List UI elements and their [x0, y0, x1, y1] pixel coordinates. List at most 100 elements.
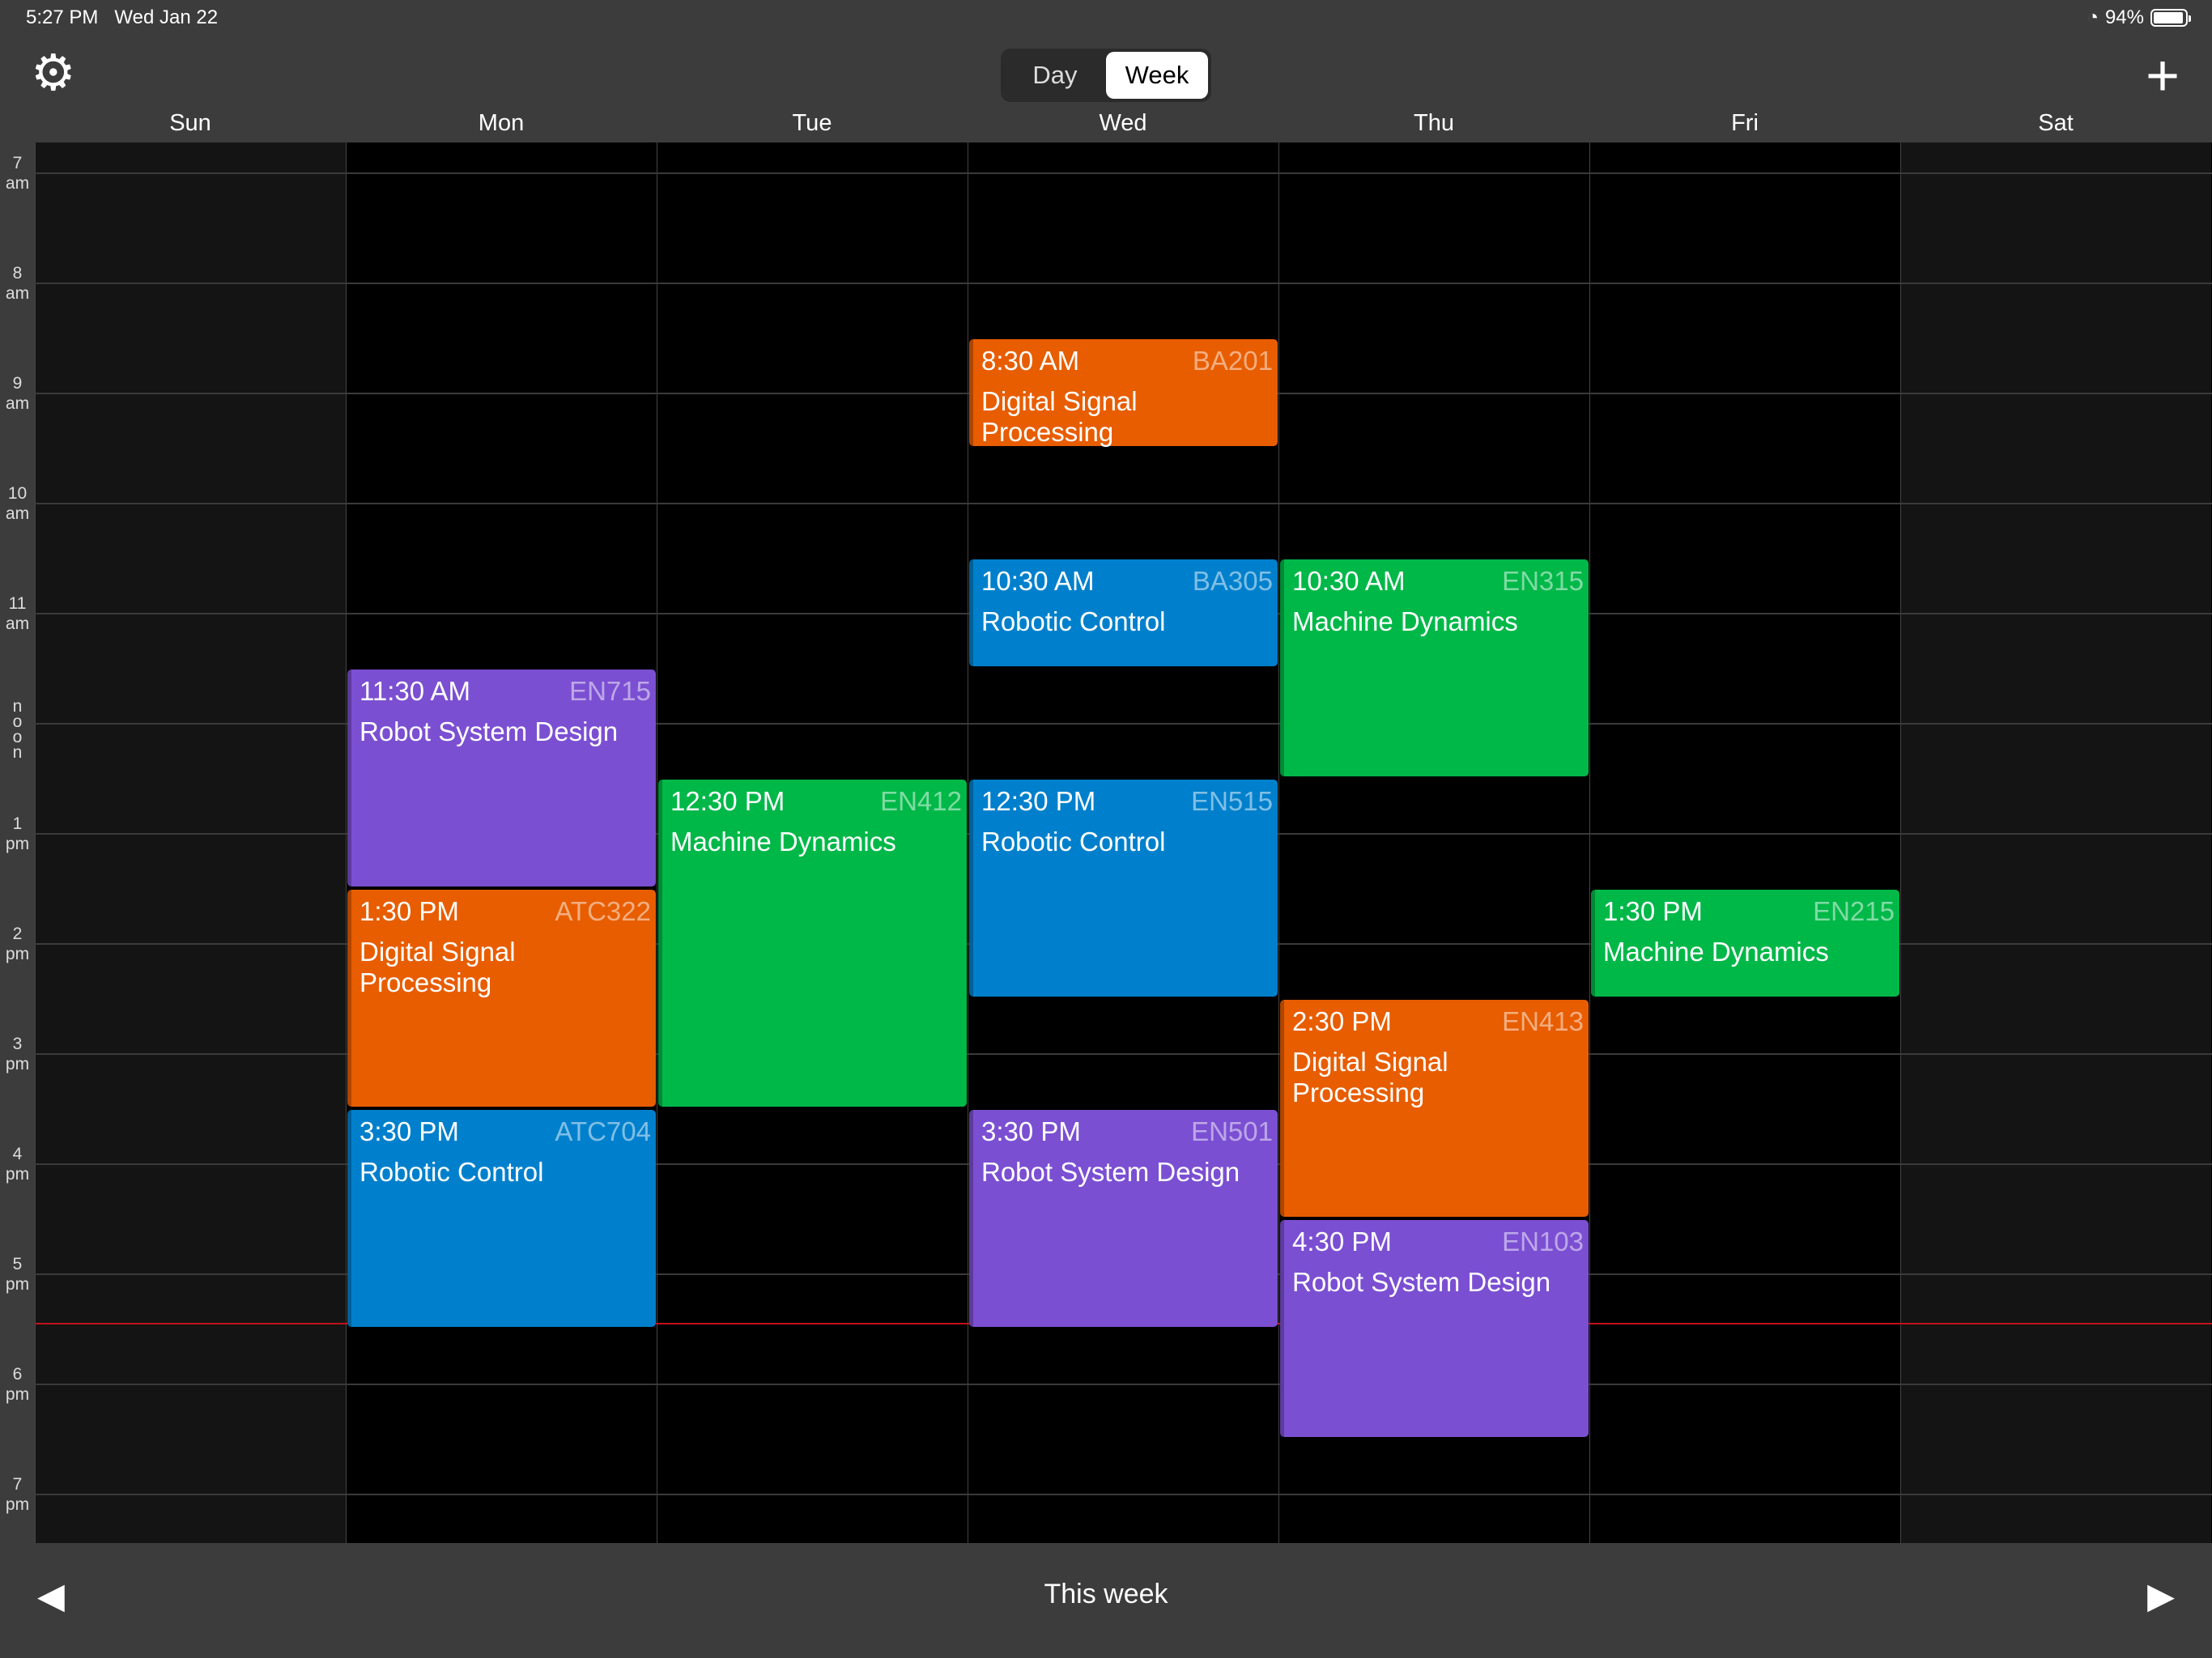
hour-suffix: am [5, 614, 30, 633]
day-column-thu[interactable] [1278, 142, 1589, 1543]
hour-line [35, 723, 2212, 725]
week-grid[interactable]: 8:30 AM BA201 Digital Signal Processing 10:… [35, 142, 2212, 1543]
event-time: 4:30 PM [1292, 1226, 1392, 1256]
event-en715[interactable]: 11:30 AM EN715 Robot System Design [347, 670, 656, 886]
day-header-sat: Sat [2038, 110, 2074, 136]
event-en412[interactable]: 12:30 PM EN412 Machine Dynamics [658, 780, 967, 1107]
hour-suffix: pm [5, 1055, 30, 1073]
event-en501[interactable]: 3:30 PM EN501 Robot System Design [969, 1110, 1278, 1327]
event-room: BA305 [1192, 566, 1273, 596]
event-en215[interactable]: 1:30 PM EN215 Machine Dynamics [1591, 890, 1899, 997]
hour-number: 9 [12, 374, 23, 393]
hour-number: 10 [7, 484, 28, 503]
day-column-mon[interactable] [346, 142, 657, 1543]
day-header-thu: Thu [1414, 110, 1454, 136]
day-header-sun: Sun [169, 110, 211, 136]
gear-icon[interactable]: ⚙ [31, 45, 76, 101]
event-atc704[interactable]: 3:30 PM ATC704 Robotic Control [347, 1110, 656, 1327]
wifi-icon: ◔ [2087, 6, 2099, 28]
status-time: 5:27 PM [26, 6, 99, 28]
event-time: 10:30 AM [981, 566, 1095, 596]
day-column-sun[interactable] [35, 142, 346, 1543]
event-room: EN413 [1502, 1006, 1584, 1036]
event-ba201[interactable]: 8:30 AM BA201 Digital Signal Processing [969, 339, 1278, 447]
event-en413[interactable]: 2:30 PM EN413 Digital Signal Processing [1280, 1000, 1589, 1217]
event-time: 12:30 PM [981, 786, 1096, 816]
week-label: This week [1044, 1579, 1168, 1609]
hour-label: 10 am [0, 483, 35, 524]
event-time: 1:30 PM [1603, 896, 1703, 926]
view-toggle[interactable]: Day Week [1001, 49, 1211, 102]
hour-line [35, 283, 2212, 284]
event-room: EN412 [880, 786, 962, 816]
hour-number: 8 [12, 264, 23, 283]
event-en315[interactable]: 10:30 AM EN315 Machine Dynamics [1280, 559, 1589, 776]
event-room: EN715 [569, 676, 651, 706]
status-indicators: ◔ 94% [2087, 6, 2191, 29]
triangle-right-icon[interactable]: ▶ [2147, 1576, 2175, 1616]
triangle-left-icon[interactable]: ◀ [37, 1576, 65, 1616]
day-column-fri[interactable] [1589, 142, 1900, 1543]
event-title: Machine Dynamics [670, 827, 896, 857]
day-column-wed[interactable] [968, 142, 1278, 1543]
event-title: Digital Signal Processing [1292, 1047, 1448, 1107]
hour-number: 2 [12, 925, 23, 943]
day-header-mon: Mon [478, 110, 525, 136]
event-title: Digital Signal Processing [981, 386, 1138, 447]
day-header-wed: Wed [1099, 110, 1147, 136]
hour-suffix: pm [5, 835, 30, 853]
event-time: 3:30 PM [981, 1116, 1081, 1146]
hour-number: noon [8, 697, 27, 759]
hour-label: 3 pm [0, 1034, 35, 1074]
day-column-tue[interactable] [657, 142, 968, 1543]
event-time: 10:30 AM [1292, 566, 1406, 596]
hour-number: 4 [12, 1145, 23, 1163]
hour-label: 7 pm [0, 1474, 35, 1515]
event-title: Digital Signal Processing [359, 937, 516, 997]
hour-label: 8 am [0, 263, 35, 304]
event-time: 2:30 PM [1292, 1006, 1392, 1036]
event-title: Machine Dynamics [1603, 937, 1829, 967]
tab-week[interactable]: Week [1106, 52, 1208, 99]
event-title: Robot System Design [359, 716, 619, 746]
day-column-sat[interactable] [1900, 142, 2211, 1543]
event-title: Robotic Control [359, 1157, 544, 1187]
event-ba305[interactable]: 10:30 AM BA305 Robotic Control [969, 559, 1278, 666]
status-date: Wed Jan 22 [114, 6, 219, 28]
hour-suffix: am [5, 174, 30, 193]
event-time: 8:30 AM [981, 346, 1080, 376]
event-en515[interactable]: 12:30 PM EN515 Robotic Control [969, 780, 1278, 997]
hour-suffix: am [5, 284, 30, 303]
plus-icon[interactable]: + [2145, 44, 2180, 108]
hour-label: 11 am [0, 593, 35, 634]
event-room: EN501 [1191, 1116, 1273, 1146]
hour-label: 9 am [0, 373, 35, 414]
hour-number: 5 [12, 1255, 23, 1273]
battery-icon [2150, 9, 2191, 27]
battery-percent: 94% [2104, 6, 2144, 28]
event-title: Robotic Control [981, 606, 1166, 636]
hour-label: 7 am [0, 153, 35, 193]
hour-label: noon [0, 697, 35, 759]
tab-day[interactable]: Day [1032, 61, 1078, 89]
hour-label: 1 pm [0, 814, 35, 854]
event-room: ATC322 [555, 896, 651, 926]
hour-label: 4 pm [0, 1144, 35, 1184]
day-header-tue: Tue [792, 110, 832, 136]
event-atc322[interactable]: 1:30 PM ATC322 Digital Signal Processing [347, 890, 656, 1107]
day-header-fri: Fri [1731, 110, 1759, 136]
hour-number: 1 [12, 814, 23, 833]
hour-suffix: pm [5, 1495, 30, 1514]
event-room: EN315 [1502, 566, 1584, 596]
hour-number: 3 [12, 1035, 23, 1053]
event-title: Robot System Design [981, 1157, 1240, 1187]
event-room: ATC704 [555, 1116, 651, 1146]
hour-label: 2 pm [0, 924, 35, 964]
event-time: 3:30 PM [359, 1116, 459, 1146]
hour-suffix: pm [5, 1275, 30, 1294]
event-room: EN215 [1813, 896, 1895, 926]
event-en103[interactable]: 4:30 PM EN103 Robot System Design [1280, 1220, 1589, 1437]
hour-line [35, 1494, 2212, 1495]
hour-line [35, 503, 2212, 504]
event-title: Robotic Control [981, 827, 1166, 857]
